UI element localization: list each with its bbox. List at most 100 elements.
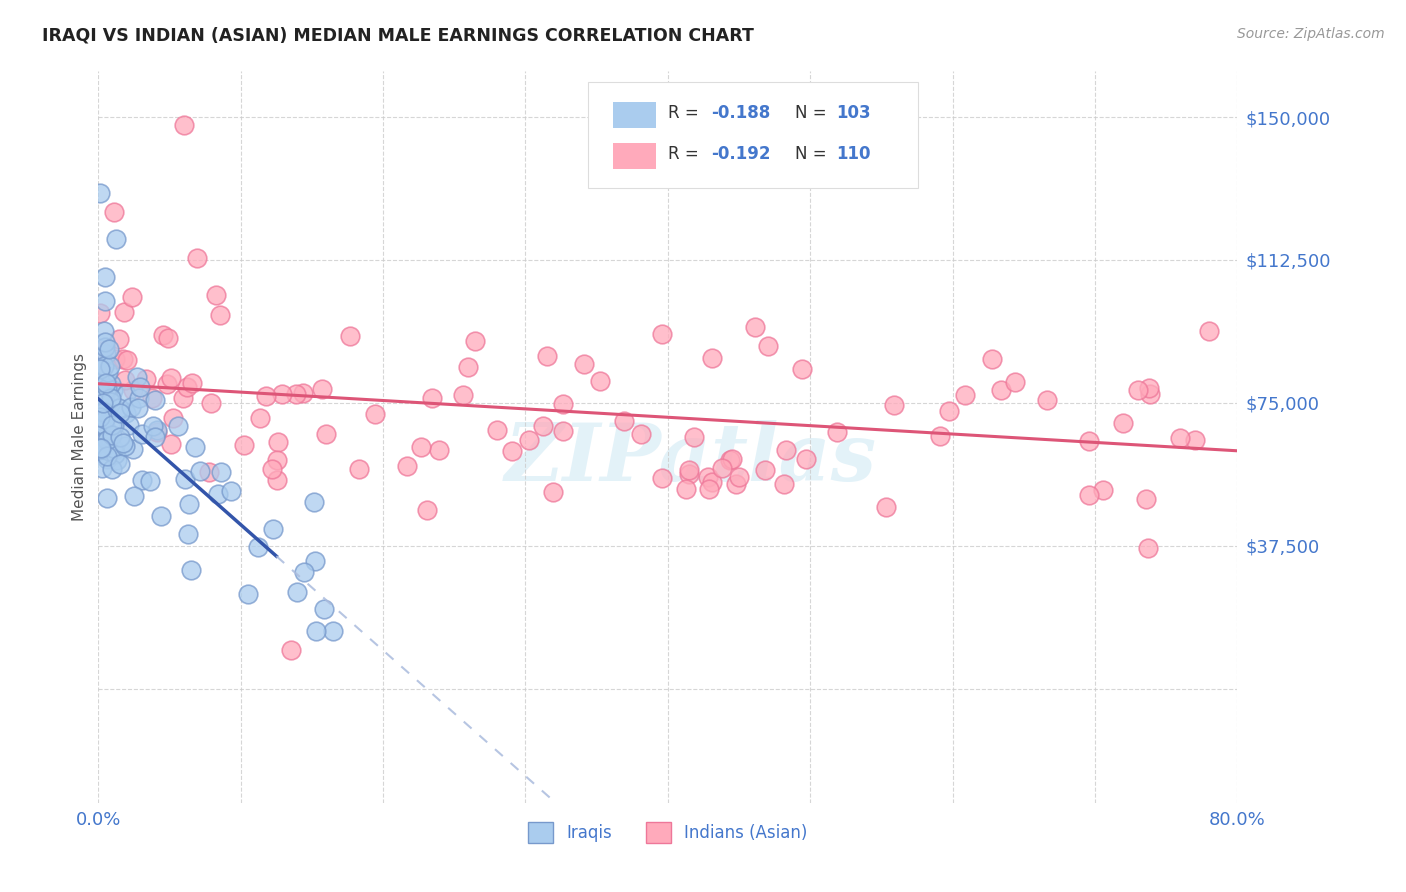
Legend: Iraqis, Indians (Asian): Iraqis, Indians (Asian) bbox=[522, 815, 814, 849]
Point bbox=[142, 419, 165, 434]
Point bbox=[94, 422, 117, 436]
Point bbox=[1112, 416, 1135, 430]
Point bbox=[422, 391, 444, 405]
Point bbox=[162, 410, 184, 425]
Point bbox=[775, 442, 797, 457]
Point bbox=[314, 602, 336, 616]
Text: 103: 103 bbox=[837, 104, 872, 122]
Point bbox=[90, 343, 112, 358]
Point bbox=[990, 383, 1012, 397]
Point bbox=[209, 465, 232, 479]
Point bbox=[96, 433, 118, 447]
Point bbox=[93, 294, 115, 309]
Point bbox=[90, 441, 112, 455]
Point bbox=[208, 308, 231, 322]
Point bbox=[464, 334, 486, 349]
Point bbox=[122, 489, 145, 503]
Point bbox=[146, 425, 169, 440]
Point bbox=[131, 426, 153, 441]
Point bbox=[305, 624, 328, 639]
Text: Source: ZipAtlas.com: Source: ZipAtlas.com bbox=[1237, 27, 1385, 41]
Point bbox=[100, 394, 122, 409]
Point bbox=[236, 587, 259, 601]
Point bbox=[89, 306, 111, 320]
Point bbox=[589, 374, 612, 388]
Point bbox=[700, 475, 723, 490]
FancyBboxPatch shape bbox=[588, 82, 918, 188]
Point bbox=[501, 443, 523, 458]
Point bbox=[678, 467, 700, 481]
Point bbox=[91, 395, 114, 409]
Point bbox=[94, 384, 117, 398]
Point bbox=[89, 411, 111, 425]
Point bbox=[186, 251, 208, 265]
Point bbox=[111, 351, 134, 366]
Point bbox=[827, 425, 849, 439]
Point bbox=[184, 440, 207, 454]
Point bbox=[173, 118, 195, 132]
Point bbox=[105, 453, 128, 467]
Text: R =: R = bbox=[668, 104, 704, 122]
Point bbox=[101, 428, 124, 442]
Point bbox=[100, 392, 122, 406]
Point bbox=[100, 376, 122, 391]
Point bbox=[90, 376, 112, 390]
Point bbox=[104, 232, 127, 246]
Point bbox=[114, 387, 136, 401]
Point bbox=[104, 352, 127, 367]
Point bbox=[697, 482, 720, 496]
Point bbox=[929, 429, 952, 443]
Point bbox=[89, 363, 111, 377]
Point bbox=[875, 500, 897, 514]
Point bbox=[176, 380, 198, 394]
Text: -0.192: -0.192 bbox=[711, 145, 770, 163]
Point bbox=[339, 328, 361, 343]
Point bbox=[89, 442, 111, 456]
Point bbox=[157, 331, 180, 345]
Point bbox=[1036, 393, 1059, 408]
Point bbox=[311, 382, 333, 396]
Point bbox=[173, 472, 195, 486]
Point bbox=[93, 359, 115, 373]
Point bbox=[93, 412, 115, 426]
Point bbox=[262, 462, 284, 476]
Point bbox=[101, 442, 124, 456]
Text: 110: 110 bbox=[837, 145, 870, 163]
Point bbox=[121, 383, 143, 397]
Point bbox=[304, 554, 326, 568]
Point bbox=[280, 643, 302, 657]
Point bbox=[551, 424, 574, 438]
Point bbox=[188, 464, 211, 478]
Point bbox=[675, 482, 697, 496]
Text: ZIPatlas: ZIPatlas bbox=[505, 420, 877, 498]
Point bbox=[262, 522, 284, 536]
Point bbox=[127, 401, 149, 415]
Text: R =: R = bbox=[668, 145, 704, 163]
Point bbox=[682, 430, 704, 444]
Point bbox=[135, 371, 157, 385]
Point bbox=[198, 465, 221, 479]
Point bbox=[96, 491, 118, 505]
Point bbox=[1077, 488, 1099, 502]
Point bbox=[141, 391, 163, 405]
Point bbox=[160, 437, 183, 451]
Point bbox=[517, 433, 540, 447]
Point bbox=[93, 405, 115, 419]
Point bbox=[630, 426, 652, 441]
Point bbox=[207, 487, 229, 501]
Point bbox=[98, 359, 121, 373]
Point bbox=[292, 565, 315, 579]
Point bbox=[96, 449, 118, 463]
Point bbox=[94, 405, 117, 419]
Point bbox=[270, 386, 292, 401]
Point bbox=[101, 462, 124, 476]
Point bbox=[232, 438, 254, 452]
Point bbox=[1078, 434, 1101, 449]
Point bbox=[131, 473, 153, 487]
Point bbox=[718, 453, 741, 467]
Point bbox=[551, 397, 574, 411]
Point bbox=[129, 380, 152, 394]
Point bbox=[1091, 483, 1114, 498]
Point bbox=[790, 361, 813, 376]
Point bbox=[304, 494, 326, 508]
